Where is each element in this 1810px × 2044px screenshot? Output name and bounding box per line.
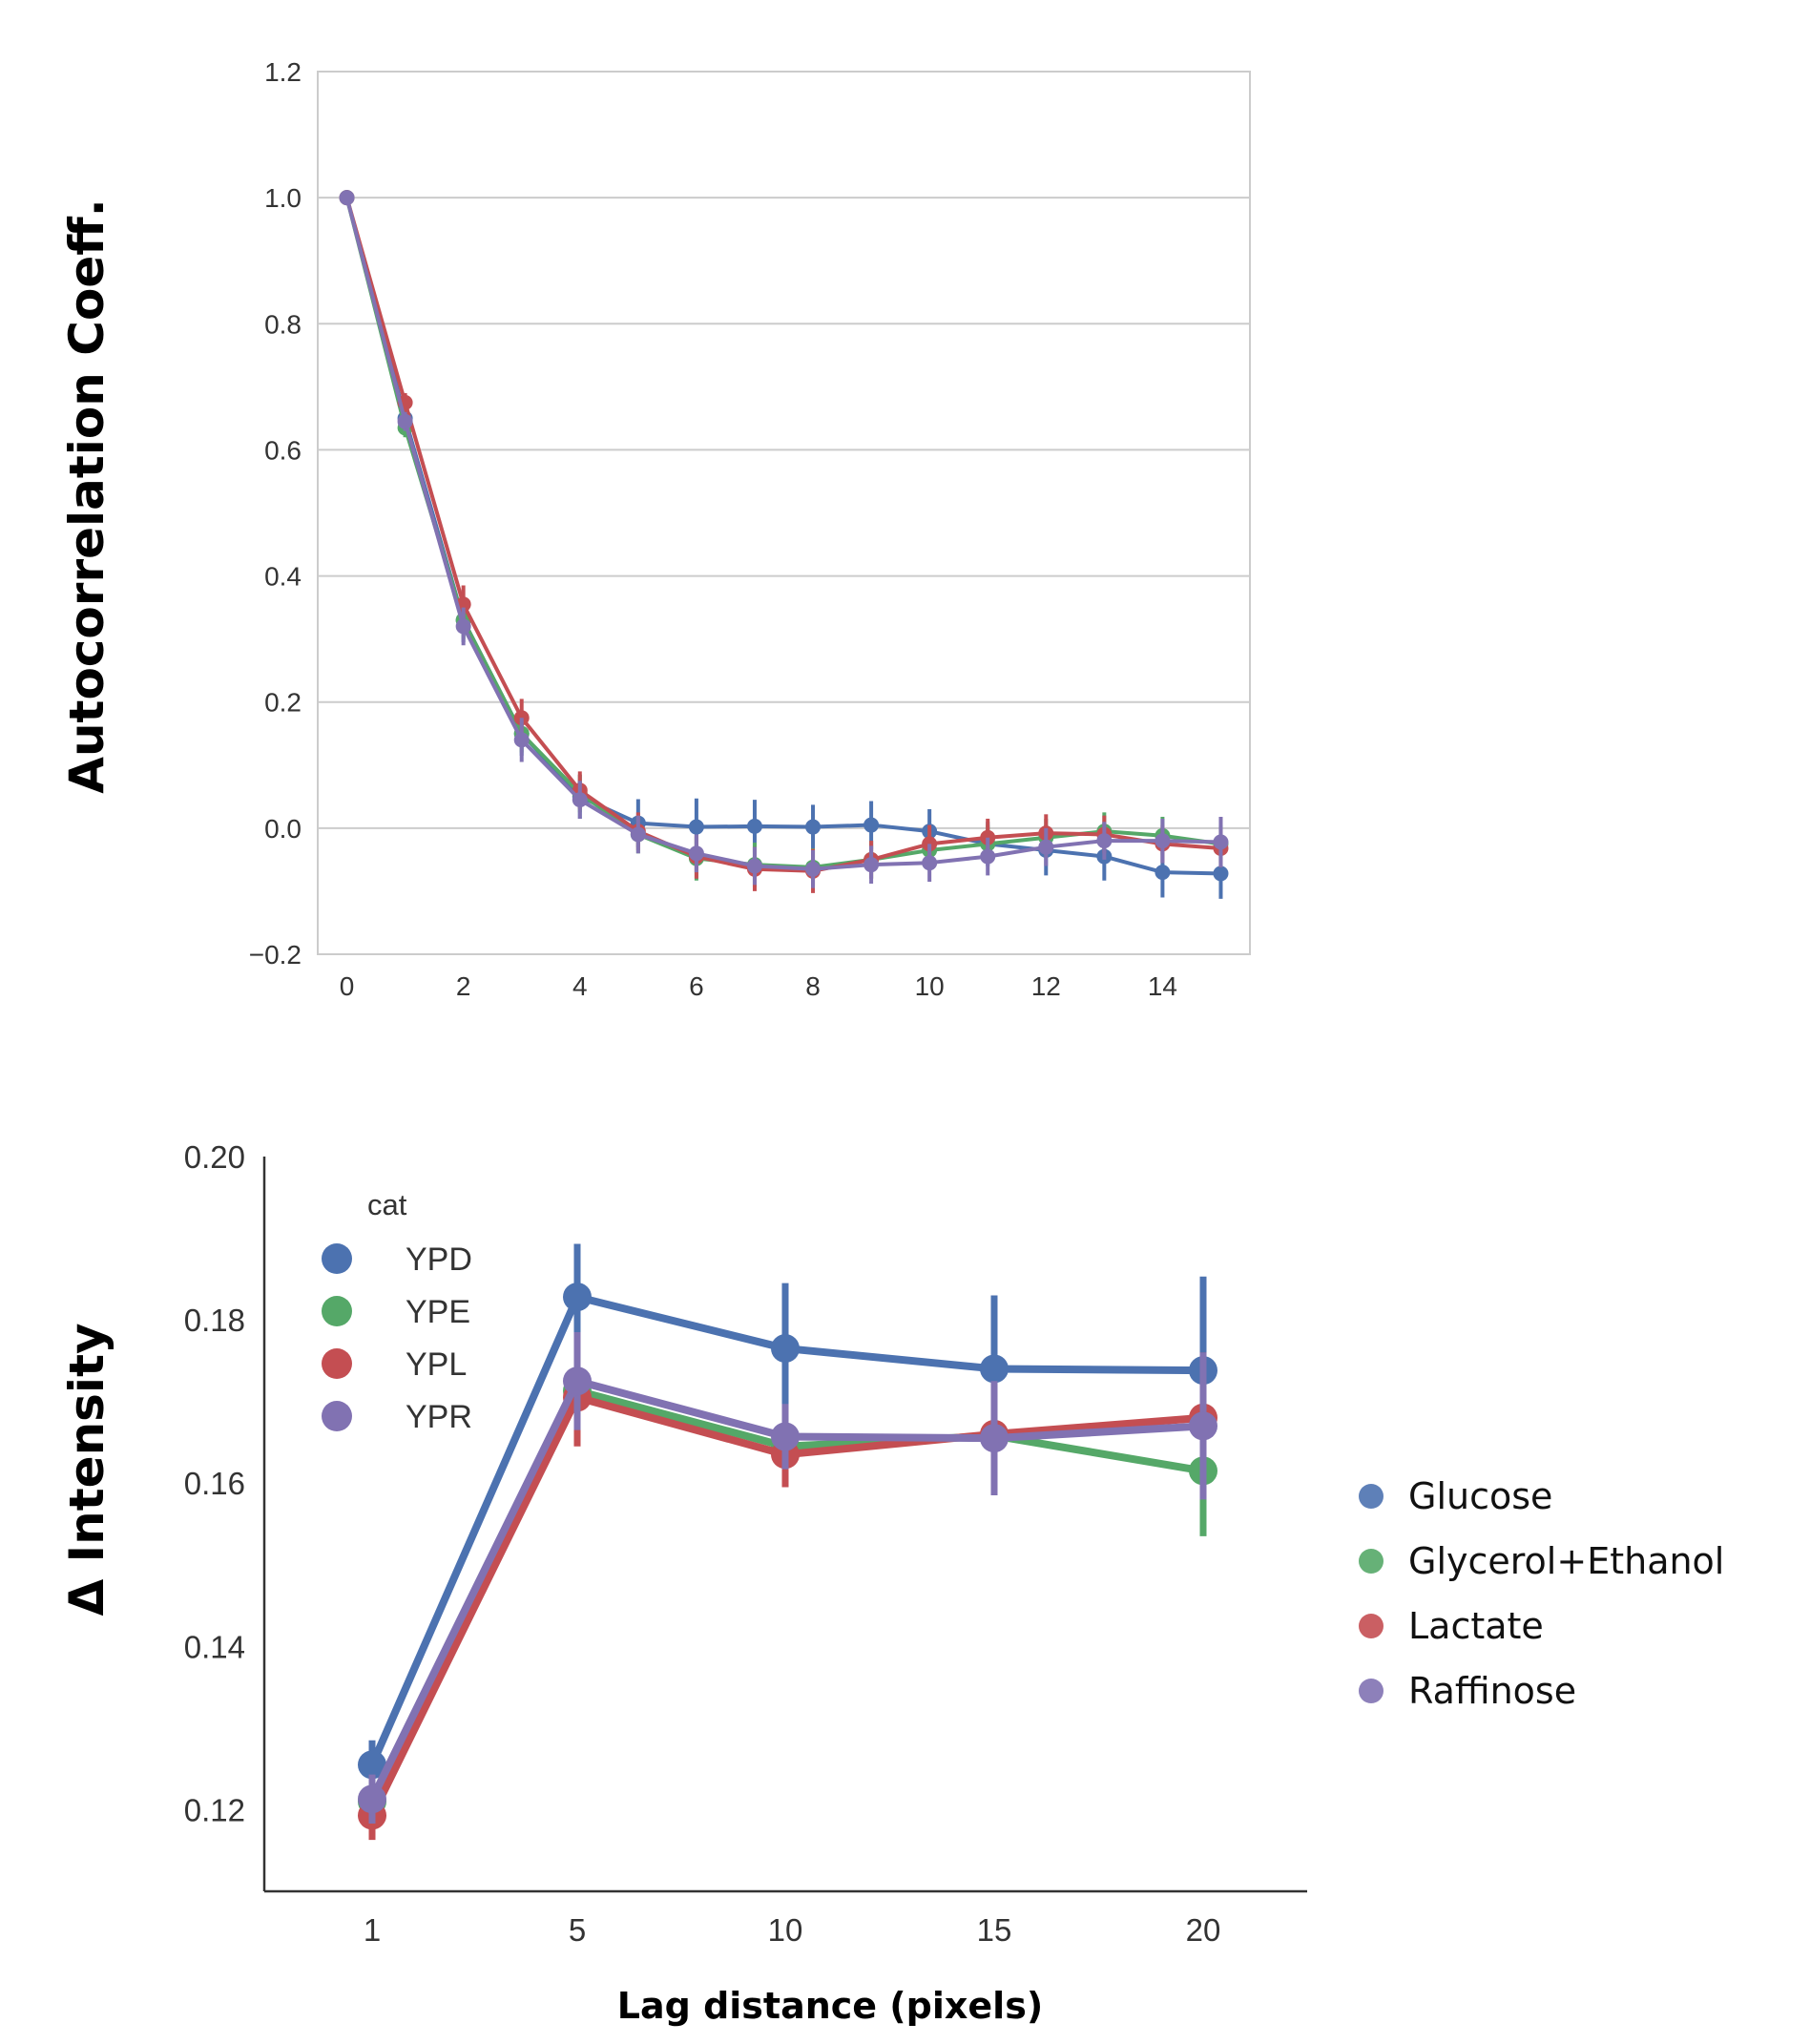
top-plot-frame <box>317 71 1251 955</box>
top-series-3 <box>339 190 1229 888</box>
bottom-x-tick-label: 20 <box>1186 1912 1221 1948</box>
outer-legend-label: Lactate <box>1408 1605 1544 1647</box>
bottom-data-point <box>358 1784 386 1814</box>
top-data-point <box>455 618 471 635</box>
inner-legend-marker <box>322 1348 352 1379</box>
top-gridlines <box>318 197 1250 829</box>
bottom-data-point <box>771 1422 800 1451</box>
outer-legend-marker <box>1359 1484 1384 1509</box>
outer-legend-label: Glucose <box>1408 1475 1552 1517</box>
outer-legend-label: Glycerol+Ethanol <box>1408 1540 1724 1582</box>
top-y-tick-label: 0.6 <box>264 435 302 465</box>
top-y-tick-label: 1.2 <box>264 57 302 87</box>
top-y-tick-label: 0.0 <box>264 814 302 844</box>
intensity-chart: 1 5 10 15 20 0.120.140.160.180.20 Δ Intensit… <box>59 1139 1307 2027</box>
outer-legend-label: Raffinose <box>1408 1670 1576 1712</box>
top-data-point <box>1213 834 1229 850</box>
bottom-y-axis-label: Δ Intensity <box>59 1323 114 1616</box>
top-data-point <box>572 792 588 808</box>
bottom-y-tick-label: 0.18 <box>184 1303 245 1338</box>
bottom-data-point <box>563 1366 592 1396</box>
inner-legend-marker <box>322 1401 352 1431</box>
bottom-data-point <box>1189 1411 1217 1441</box>
top-data-point <box>863 857 880 873</box>
top-y-tick-label: 0.4 <box>264 562 302 592</box>
top-x-tick-label: 6 <box>689 971 704 1001</box>
bottom-y-tick-label: 0.20 <box>184 1139 245 1175</box>
bottom-x-tick-label: 5 <box>569 1912 586 1948</box>
outer-legend-marker <box>1359 1614 1384 1638</box>
bottom-data-point <box>980 1354 1009 1384</box>
bottom-series-group <box>358 1243 1217 1841</box>
autocorrelation-chart: 0 2 4 6 8 10 12 14 −0.2 0.0 0.2 0.4 0.6 0.8 1.0 1.2 Au… <box>59 57 1251 1001</box>
top-x-tick-label: 8 <box>805 971 821 1001</box>
inner-legend-label: YPD <box>406 1241 472 1278</box>
inner-legend-label: YPR <box>406 1399 472 1435</box>
top-data-point <box>397 413 413 429</box>
outer-legend-marker <box>1359 1679 1384 1703</box>
top-data-point <box>1155 833 1171 849</box>
outer-legend: Glucose Glycerol+Ethanol Lactate Raffinose <box>1359 1475 1724 1712</box>
top-y-tick-label: 0.2 <box>264 688 302 718</box>
top-data-point <box>980 848 996 865</box>
bottom-y-tick-labels: 0.12 0.14 0.16 0.18 0.20 <box>184 1139 245 1827</box>
inner-legend: cat YPD YPE YPL YPR <box>322 1188 472 1435</box>
top-x-tick-labels: 0 2 4 6 8 10 12 14 <box>340 971 1177 1001</box>
top-series-line <box>344 197 1221 871</box>
inner-legend-marker <box>322 1243 352 1274</box>
top-data-point <box>746 818 762 834</box>
bottom-series-YPD <box>358 1243 1217 1790</box>
bottom-data-point <box>980 1424 1009 1453</box>
top-data-point <box>1096 833 1113 849</box>
top-data-point <box>688 819 704 835</box>
outer-legend-marker <box>1359 1549 1384 1574</box>
bottom-y-tick-label: 0.12 <box>184 1792 245 1827</box>
bottom-data-point <box>358 1750 386 1780</box>
top-x-tick-label: 12 <box>1031 971 1061 1001</box>
top-y-tick-label: 0.8 <box>264 309 302 339</box>
top-x-tick-label: 4 <box>572 971 588 1001</box>
bottom-series-YPR <box>358 1331 1217 1824</box>
top-x-tick-label: 10 <box>915 971 945 1001</box>
bottom-data-point <box>563 1283 592 1312</box>
top-data-point <box>805 861 822 877</box>
top-series-group <box>339 190 1229 899</box>
top-y-tick-label: −0.2 <box>249 940 302 970</box>
top-data-point <box>1155 865 1171 881</box>
top-data-point <box>339 190 355 206</box>
top-data-point <box>805 819 822 835</box>
top-x-tick-label: 2 <box>456 971 471 1001</box>
top-x-tick-label: 0 <box>340 971 355 1001</box>
bottom-data-point <box>771 1334 800 1364</box>
top-series-line <box>344 197 1221 873</box>
top-data-point <box>1038 839 1054 855</box>
bottom-x-tick-label: 10 <box>768 1912 803 1948</box>
bottom-x-axis-label: Lag distance (pixels) <box>617 1985 1043 2027</box>
inner-legend-items: YPD YPE YPL YPR <box>322 1241 472 1435</box>
top-data-point <box>513 732 530 748</box>
inner-legend-title: cat <box>367 1188 407 1221</box>
top-data-point <box>630 826 646 843</box>
bottom-y-tick-label: 0.14 <box>184 1629 245 1664</box>
bottom-x-tick-label: 15 <box>977 1912 1012 1948</box>
top-data-point <box>863 817 880 833</box>
top-y-tick-labels: −0.2 0.0 0.2 0.4 0.6 0.8 1.0 1.2 <box>249 57 302 970</box>
top-data-point <box>746 858 762 874</box>
inner-legend-marker <box>322 1296 352 1326</box>
bottom-x-tick-label: 1 <box>364 1912 381 1948</box>
top-data-point <box>688 845 704 862</box>
bottom-x-tick-labels: 1 5 10 15 20 <box>364 1912 1221 1948</box>
inner-legend-label: YPL <box>406 1346 467 1383</box>
top-data-point <box>922 855 938 871</box>
top-y-axis-label: Autocorrelation Coeff. <box>59 198 114 794</box>
top-y-tick-label: 1.0 <box>264 183 302 213</box>
top-data-point <box>1213 866 1229 882</box>
bottom-y-tick-label: 0.16 <box>184 1466 245 1501</box>
top-x-tick-label: 14 <box>1148 971 1177 1001</box>
inner-legend-label: YPE <box>406 1294 470 1330</box>
